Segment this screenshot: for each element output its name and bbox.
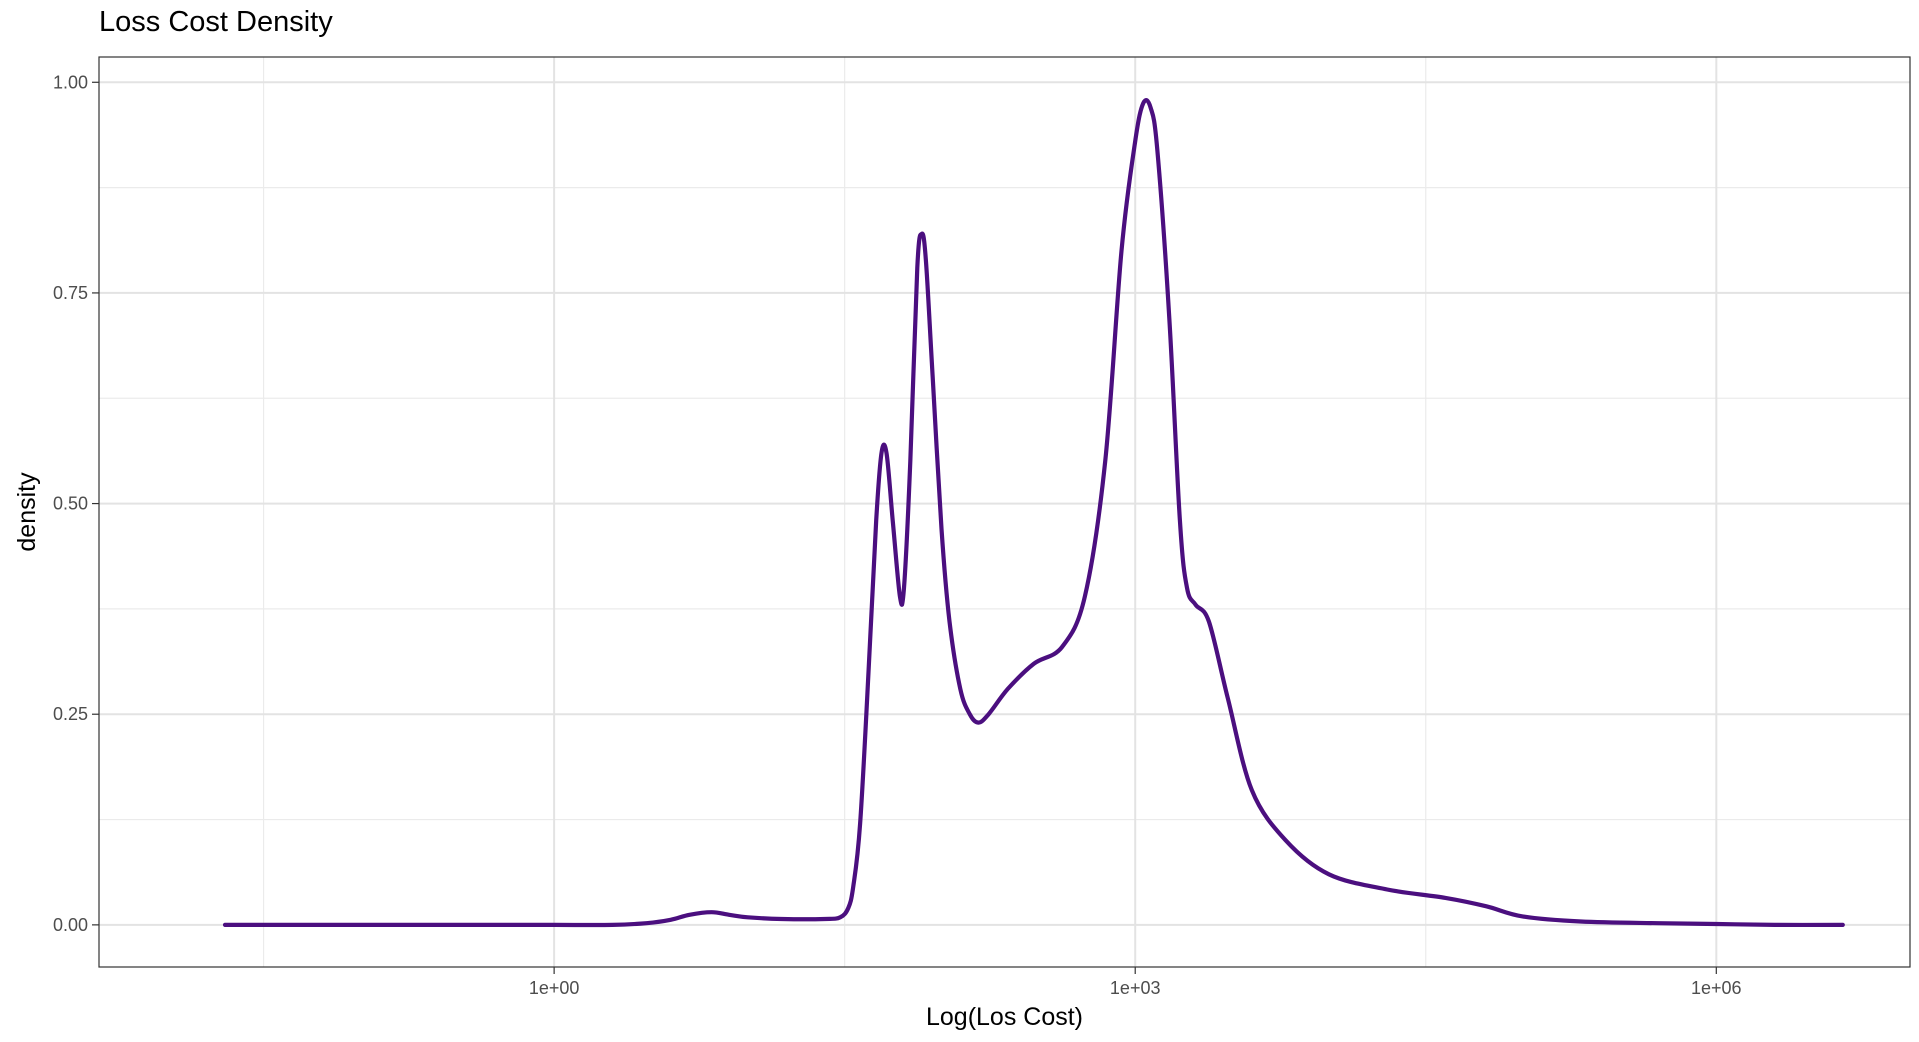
y-tick-label: 1.00 [53, 72, 88, 92]
x-tick-label: 1e+03 [1110, 978, 1161, 998]
x-tick-label: 1e+06 [1691, 978, 1742, 998]
y-tick-label: 0.75 [53, 283, 88, 303]
y-axis: 0.00 0.25 0.50 0.75 1.00 [53, 72, 99, 935]
grid [99, 57, 1910, 967]
x-tick-label: 1e+00 [529, 978, 580, 998]
y-tick-label: 0.00 [53, 915, 88, 935]
y-tick-label: 0.50 [53, 494, 88, 514]
chart-title: Loss Cost Density [99, 6, 333, 38]
y-tick-label: 0.25 [53, 704, 88, 724]
x-axis: 1e+00 1e+03 1e+06 [529, 967, 1742, 998]
panel-border [98, 56, 1911, 968]
y-axis-label: density [13, 472, 41, 552]
x-axis-label: Log(Los Cost) [926, 1003, 1083, 1031]
density-line [222, 98, 1845, 928]
